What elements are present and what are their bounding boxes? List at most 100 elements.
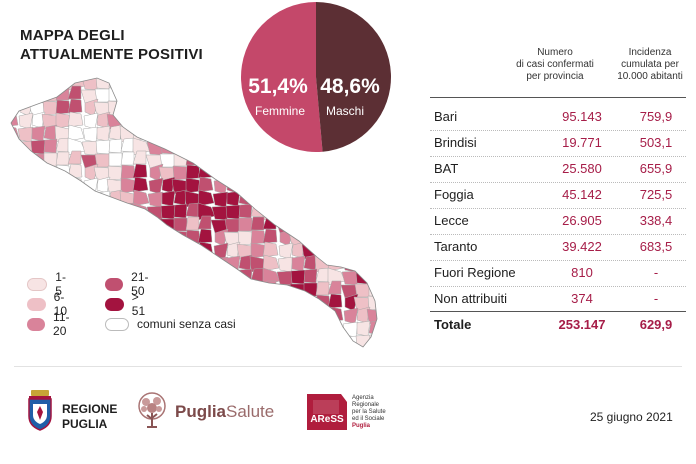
municipality-area (106, 243, 125, 260)
municipality-area (224, 88, 241, 103)
municipality-area (367, 230, 377, 246)
municipality-area (291, 190, 306, 207)
municipality-area (160, 269, 176, 285)
municipality-area (356, 176, 371, 194)
municipality-area (366, 243, 377, 260)
municipality-area (197, 176, 214, 193)
maschi-percent: 48,6% (320, 75, 380, 98)
municipality-area (15, 154, 34, 169)
municipality-area (225, 349, 240, 350)
legend-item-11-20: 11-20 (27, 310, 75, 338)
municipality-area (197, 85, 212, 100)
table-row: Fuori Regione 810 - (430, 261, 686, 285)
municipality-area (95, 139, 111, 155)
municipality-area (314, 125, 333, 143)
municipality-area (381, 165, 390, 179)
municipality-area (161, 190, 176, 207)
municipality-area (344, 163, 359, 182)
municipality-area (290, 334, 306, 347)
municipality-area (327, 319, 345, 337)
municipality-area (354, 218, 371, 233)
municipality-area (355, 139, 371, 155)
municipality-area (315, 216, 330, 231)
municipality-area (17, 191, 34, 208)
header-divider (430, 97, 686, 98)
municipality-area (303, 87, 318, 102)
municipality-area (315, 78, 330, 88)
municipality-area (262, 293, 278, 309)
municipality-area (291, 111, 306, 129)
municipality-area (84, 293, 99, 312)
municipality-area (355, 349, 370, 350)
municipality-area (18, 177, 34, 195)
municipality-area (95, 204, 111, 220)
municipality-area (368, 152, 377, 167)
municipality-area (262, 78, 281, 91)
municipality-area (29, 88, 46, 103)
municipality-area (341, 270, 359, 286)
header-incidence: Incidenza cumulata per 10.000 abitanti (608, 47, 692, 83)
femmine-label: Femmine (255, 104, 305, 118)
municipality-area (15, 219, 34, 234)
municipality-area (81, 335, 99, 347)
municipality-area (279, 293, 294, 312)
municipality-area (356, 241, 371, 259)
municipality-area (197, 78, 216, 91)
municipality-area (303, 268, 318, 284)
incidence-value: - (653, 291, 659, 306)
municipality-area (303, 124, 318, 141)
femmine-percent: 51,4% (248, 75, 308, 98)
municipality-area (214, 293, 229, 312)
municipality-area (262, 319, 280, 337)
municipality-area (197, 332, 216, 347)
municipality-area (67, 189, 85, 207)
pie-slice-femmine (241, 2, 323, 152)
municipality-area (158, 296, 177, 312)
municipality-area (354, 88, 371, 103)
municipality-area (224, 153, 241, 168)
municipality-area (108, 217, 123, 232)
municipality-area (369, 348, 382, 350)
municipality-area (108, 152, 123, 167)
municipality-area (249, 190, 268, 208)
municipality-area (197, 280, 212, 295)
municipality-area (11, 332, 21, 347)
municipality-area (327, 137, 346, 156)
municipality-area (213, 112, 229, 130)
municipality-area (237, 100, 254, 116)
municipality-area (327, 98, 343, 114)
municipality-area (82, 126, 99, 143)
municipality-area (11, 267, 21, 286)
province-name: Non attribuiti (434, 291, 507, 306)
municipality-area (355, 78, 371, 90)
municipality-area (31, 241, 46, 259)
municipality-area (291, 320, 306, 337)
municipality-area (238, 333, 253, 347)
municipality-area (171, 113, 190, 130)
municipality-area (185, 242, 202, 259)
municipality-area (132, 254, 150, 272)
municipality-area (262, 85, 277, 100)
municipality-area (120, 332, 135, 347)
municipality-area (381, 178, 390, 193)
municipality-area (315, 99, 331, 115)
municipality-area (171, 243, 190, 260)
municipality-area (278, 177, 294, 195)
municipality-area (185, 332, 200, 347)
municipality-area (55, 99, 71, 115)
municipality-area (42, 165, 59, 181)
cases-value: 45.142 (562, 187, 602, 202)
municipality-area (238, 152, 253, 167)
total-label: Totale (434, 317, 472, 332)
municipality-area (250, 177, 267, 194)
municipality-area (343, 307, 359, 325)
municipality-area (304, 348, 317, 350)
municipality-area (315, 281, 330, 296)
municipality-area (214, 98, 229, 117)
municipality-area (43, 217, 58, 232)
municipality-area (83, 112, 99, 130)
municipality-area (120, 164, 136, 180)
municipality-area (262, 163, 278, 179)
municipality-area (381, 295, 390, 309)
municipality-area (275, 154, 294, 169)
